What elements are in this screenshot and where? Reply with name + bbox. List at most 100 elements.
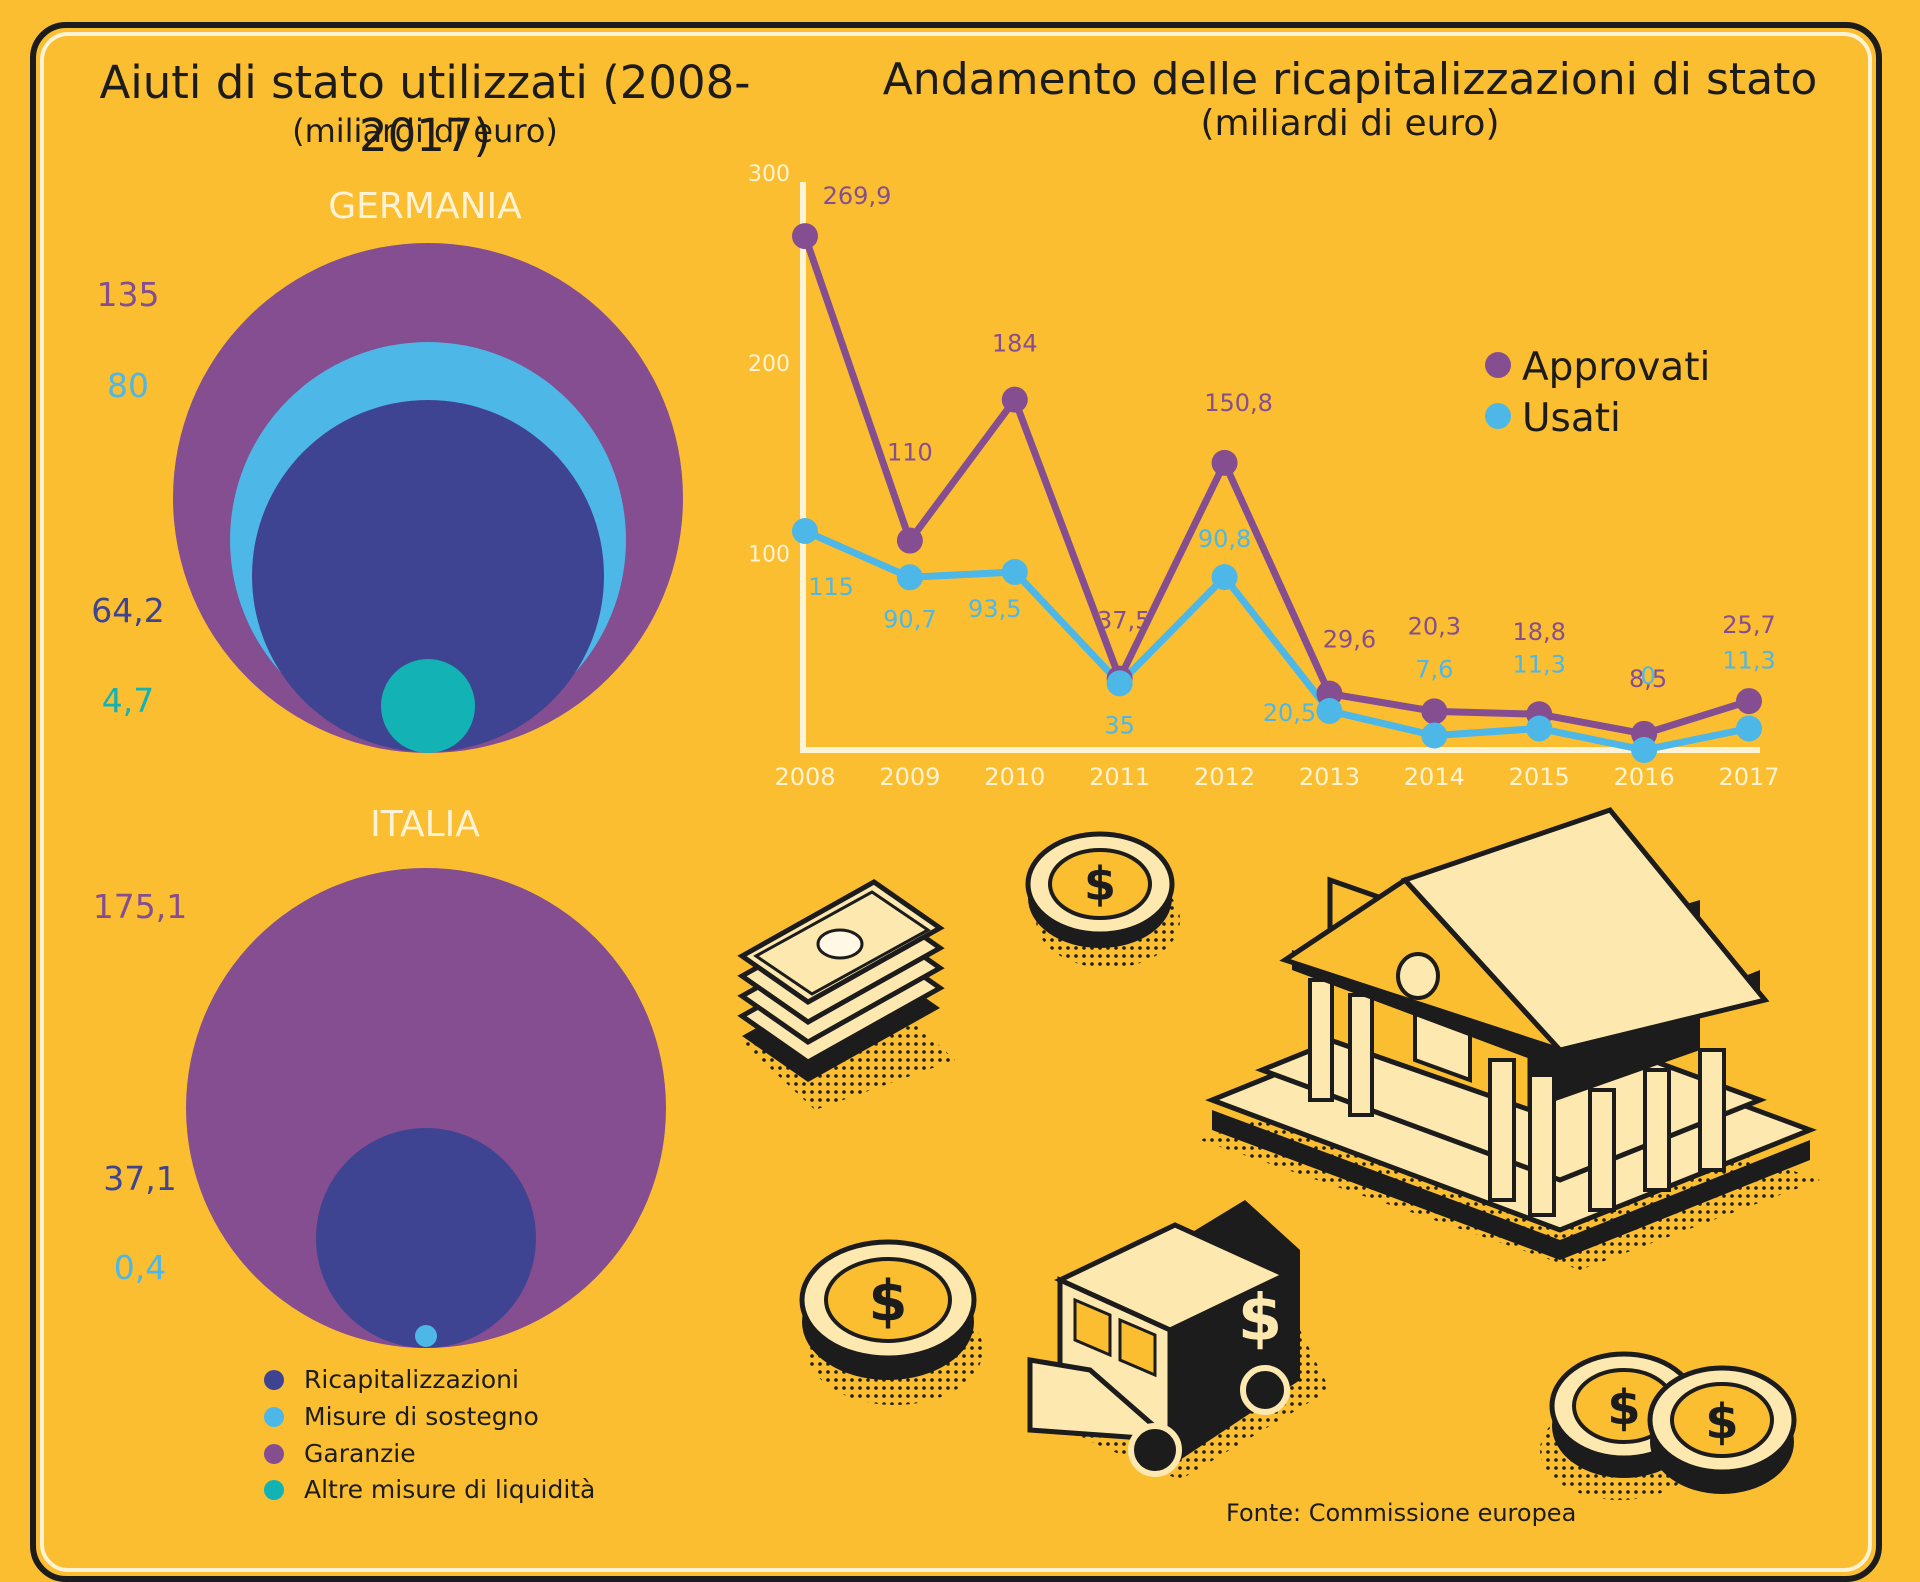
- italy-value-ricapitalizzazioni: 37,1: [103, 1159, 176, 1198]
- data-point-usati: [896, 564, 923, 591]
- x-tick-label: 2013: [1299, 763, 1360, 791]
- legend-label: Altre misure di liquidità: [304, 1475, 596, 1504]
- x-tick-label: 2016: [1614, 763, 1675, 791]
- coin-icon: $: [799, 1239, 983, 1405]
- x-tick-label: 2015: [1509, 763, 1570, 791]
- y-tick-label: 200: [748, 352, 790, 377]
- data-label-approvati: 269,9: [823, 182, 892, 210]
- x-tick-label: 2010: [984, 763, 1045, 791]
- germany-value-liquidita: 4,7: [102, 681, 154, 720]
- data-point-approvati: [792, 223, 818, 250]
- legend-dot-ricapitalizzazioni: [264, 1369, 284, 1390]
- data-point-approvati: [1421, 698, 1448, 725]
- line-chart-subtitle: (miliardi di euro): [1200, 103, 1500, 144]
- data-label-usati: 0: [1640, 662, 1655, 690]
- legend-dot-garanzie: [264, 1443, 284, 1464]
- left-chart-title: Aiuti di stato utilizzati (2008-2017): [99, 56, 751, 162]
- data-point-approvati: [1211, 449, 1238, 476]
- data-point-approvati: [1001, 386, 1028, 413]
- bubble-charts: GERMANIA 135 80 64,2 4,7 ITALIA 175,1 37…: [91, 186, 683, 1348]
- data-point-usati: [1526, 715, 1553, 742]
- data-point-usati: [792, 518, 818, 545]
- legend-label-usati: Usati: [1522, 396, 1621, 441]
- legend-dot-approvati: [1485, 352, 1511, 378]
- x-tick-label: 2011: [1089, 763, 1150, 791]
- line-chart: 100 200 300 2008 2009 2010 2011 2012 2013 2014 201…: [748, 162, 1780, 791]
- data-label-usati: 11,3: [1722, 646, 1775, 674]
- source-note: Fonte: Commissione europea: [1226, 1499, 1577, 1527]
- data-label-approvati: 25,7: [1722, 611, 1775, 639]
- coin-icon: $: [1025, 831, 1180, 968]
- x-tick-label: 2017: [1718, 763, 1779, 791]
- italy-value-sostegno: 0,4: [114, 1248, 166, 1287]
- svg-text:$: $: [869, 1269, 908, 1334]
- italy-garanzie-circle: [186, 868, 666, 1348]
- data-label-approvati: 184: [992, 330, 1038, 358]
- data-point-usati: [1001, 558, 1028, 585]
- data-point-usati: [1211, 564, 1238, 591]
- legend-label: Ricapitalizzazioni: [304, 1365, 519, 1394]
- data-label-usati: 115: [808, 573, 854, 601]
- legend-item-garanzie: Garanzie: [264, 1439, 416, 1468]
- data-label-approvati: 150,8: [1204, 389, 1273, 417]
- legend-item-ricapitalizzazioni: Ricapitalizzazioni: [264, 1365, 519, 1394]
- data-label-approvati: 8,5: [1629, 665, 1667, 693]
- legend-label: Garanzie: [304, 1439, 416, 1468]
- data-point-usati: [1316, 697, 1343, 724]
- legend-dot-sostegno: [264, 1406, 284, 1427]
- germany-liquidita-circle: [381, 659, 475, 753]
- legend-dot-liquidita: [264, 1479, 284, 1500]
- bank-building-icon: [1200, 807, 1820, 1270]
- data-label-usati: 7,6: [1415, 656, 1453, 684]
- germany-value-ricapitalizzazioni: 64,2: [91, 591, 164, 630]
- data-label-usati: 90,7: [883, 605, 936, 633]
- x-tick-label: 2008: [774, 763, 835, 791]
- data-label-usati: 93,5: [968, 595, 1021, 623]
- line-chart-title: Andamento delle ricapitalizzazioni di st…: [882, 54, 1818, 105]
- italy-ricapitalizzazioni-circle: [316, 1128, 536, 1348]
- legend-dot-usati: [1485, 403, 1511, 429]
- italy-value-garanzie: 175,1: [93, 887, 187, 926]
- data-point-usati: [1631, 737, 1658, 763]
- data-label-approvati: 37,5: [1097, 607, 1150, 635]
- svg-text:$: $: [1607, 1380, 1640, 1436]
- italy-label: ITALIA: [370, 804, 480, 845]
- data-point-approvati: [896, 527, 923, 554]
- armored-truck-icon: $: [1027, 1200, 1330, 1480]
- germany-value-sostegno: 80: [107, 366, 149, 405]
- data-label-usati: 20,5: [1263, 699, 1316, 727]
- svg-text:$: $: [1084, 857, 1116, 911]
- banknote-stack-icon: [737, 879, 955, 1110]
- legend-item-liquidita: Altre misure di liquidità: [264, 1475, 595, 1504]
- data-label-approvati: 18,8: [1513, 618, 1566, 646]
- x-tick-label: 2014: [1404, 763, 1465, 791]
- x-tick-label: 2009: [879, 763, 940, 791]
- data-label-usati: 11,3: [1513, 650, 1566, 678]
- legend-label: Misure di sostegno: [304, 1402, 539, 1431]
- y-tick-label: 100: [748, 543, 790, 568]
- svg-text:$: $: [1705, 1394, 1738, 1450]
- series-line-usati: [803, 527, 1750, 754]
- data-label-approvati: 20,3: [1408, 612, 1461, 640]
- germany-label: GERMANIA: [328, 186, 522, 227]
- data-label-usati: 90,8: [1198, 525, 1251, 553]
- left-chart-subtitle: (miliardi di euro): [292, 112, 558, 150]
- italy-sostegno-circle: [415, 1325, 437, 1347]
- bank-illustration: $: [737, 807, 1820, 1500]
- legend-label-approvati: Approvati: [1522, 345, 1710, 390]
- germany-ricapitalizzazioni-circle: [252, 400, 604, 752]
- data-point-usati: [1421, 722, 1448, 749]
- legend-item-sostegno: Misure di sostegno: [264, 1402, 539, 1431]
- data-point-usati: [1736, 715, 1762, 742]
- germany-value-garanzie: 135: [97, 275, 160, 314]
- coins-icon: $ $: [1540, 1351, 1797, 1500]
- x-tick-label: 2012: [1194, 763, 1255, 791]
- data-label-approvati: 29,6: [1323, 626, 1376, 654]
- data-point-usati: [1106, 670, 1133, 697]
- data-label-approvati: 110: [887, 439, 933, 467]
- series-line-approvati: [801, 234, 1751, 738]
- svg-text:$: $: [1238, 1282, 1283, 1356]
- data-label-usati: 35: [1104, 711, 1135, 739]
- y-tick-label: 300: [748, 162, 790, 187]
- data-point-approvati: [1736, 688, 1762, 715]
